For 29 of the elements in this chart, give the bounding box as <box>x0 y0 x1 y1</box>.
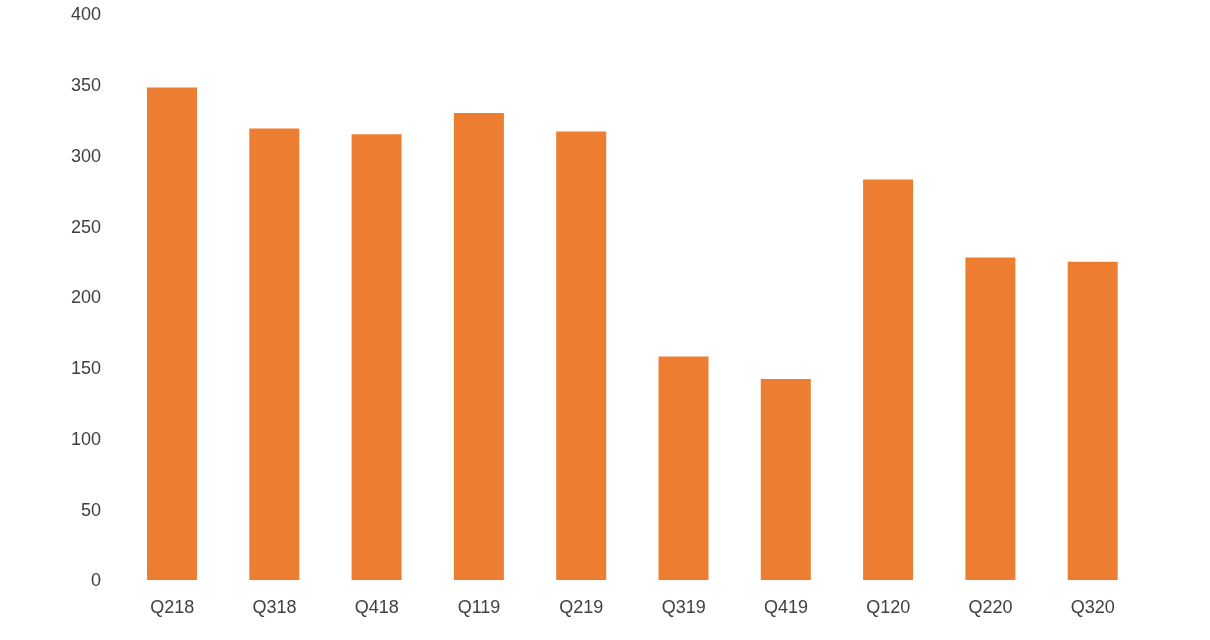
bar <box>760 379 811 580</box>
x-tick-label: Q219 <box>559 596 604 617</box>
y-tick-label: 200 <box>70 287 101 308</box>
y-tick-label: 350 <box>70 75 101 96</box>
bar <box>351 134 402 580</box>
bar <box>249 128 300 580</box>
bar <box>658 356 709 580</box>
y-tick-label: 250 <box>70 216 101 237</box>
y-tick-label: 100 <box>70 428 101 449</box>
bar <box>556 131 607 580</box>
x-tick-label: Q119 <box>457 596 501 617</box>
bar <box>965 257 1016 580</box>
x-tick-label: Q220 <box>968 596 1013 617</box>
x-tick-label: Q419 <box>763 596 808 617</box>
bar <box>147 87 197 580</box>
bar <box>1067 261 1118 580</box>
y-tick-label: 400 <box>70 4 101 25</box>
y-tick-label: 0 <box>90 570 101 591</box>
bar <box>863 179 914 580</box>
y-tick-label: 150 <box>70 358 101 379</box>
x-tick-label: Q218 <box>150 596 195 617</box>
bar <box>453 113 504 580</box>
x-tick-label: Q318 <box>252 596 297 617</box>
x-tick-label: Q120 <box>866 596 911 617</box>
x-tick-label: Q418 <box>354 596 399 617</box>
y-tick-label: 300 <box>70 145 101 166</box>
y-tick-label: 50 <box>80 499 101 520</box>
x-tick-label: Q319 <box>661 596 706 617</box>
x-tick-label: Q320 <box>1070 596 1115 617</box>
